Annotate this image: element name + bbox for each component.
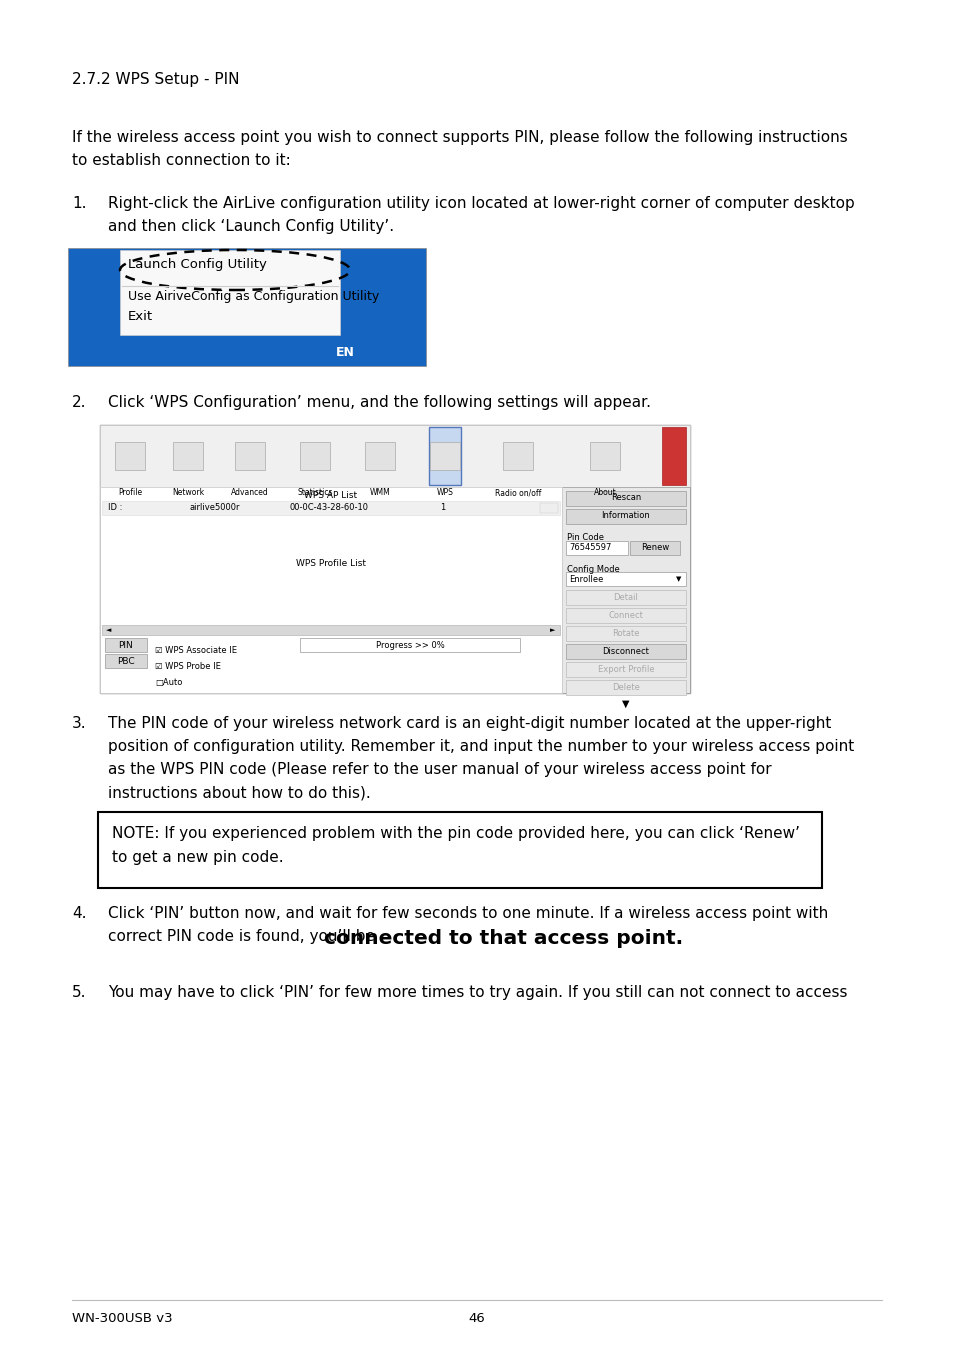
Text: Use AiriveConfig as Configuration Utility: Use AiriveConfig as Configuration Utilit… <box>128 290 379 302</box>
Text: ►: ► <box>550 626 555 633</box>
FancyBboxPatch shape <box>115 441 145 470</box>
FancyBboxPatch shape <box>539 504 558 513</box>
Text: ☑ WPS Associate IE: ☑ WPS Associate IE <box>154 645 236 655</box>
Text: ☑ WPS Probe IE: ☑ WPS Probe IE <box>154 662 221 671</box>
FancyBboxPatch shape <box>565 662 685 676</box>
FancyBboxPatch shape <box>299 639 519 652</box>
Text: Network: Network <box>172 487 204 497</box>
FancyBboxPatch shape <box>299 441 330 470</box>
Text: PBC: PBC <box>117 656 134 666</box>
FancyBboxPatch shape <box>100 425 689 487</box>
FancyBboxPatch shape <box>565 572 685 586</box>
Text: Launch Config Utility: Launch Config Utility <box>128 258 267 271</box>
Text: Information: Information <box>601 512 650 521</box>
Text: 3.: 3. <box>71 716 87 730</box>
Text: Click ‘WPS Configuration’ menu, and the following settings will appear.: Click ‘WPS Configuration’ menu, and the … <box>108 396 650 410</box>
Text: You may have to click ‘PIN’ for few more times to try again. If you still can no: You may have to click ‘PIN’ for few more… <box>108 986 846 1000</box>
Text: position of configuration utility. Remember it, and input the number to your wir: position of configuration utility. Remem… <box>108 738 853 755</box>
Text: correct PIN code is found, you’ll be: correct PIN code is found, you’ll be <box>108 929 379 944</box>
Text: connected to that access point.: connected to that access point. <box>324 929 683 948</box>
FancyBboxPatch shape <box>629 541 679 555</box>
Text: WPS Profile List: WPS Profile List <box>295 559 366 568</box>
Text: Advanced: Advanced <box>231 487 269 497</box>
Text: Enrollee: Enrollee <box>568 575 602 583</box>
FancyBboxPatch shape <box>565 541 627 555</box>
Text: NOTE: If you experienced problem with the pin code provided here, you can click : NOTE: If you experienced problem with th… <box>112 826 800 841</box>
FancyBboxPatch shape <box>565 590 685 605</box>
FancyBboxPatch shape <box>234 441 265 470</box>
Text: to get a new pin code.: to get a new pin code. <box>112 850 283 865</box>
FancyBboxPatch shape <box>565 608 685 622</box>
Text: WPS: WPS <box>436 487 453 497</box>
Text: ▼: ▼ <box>676 576 680 582</box>
Text: ▼: ▼ <box>621 699 629 709</box>
Text: 4.: 4. <box>71 906 87 921</box>
Text: Renew: Renew <box>640 544 668 552</box>
Text: Click ‘PIN’ button now, and wait for few seconds to one minute. If a wireless ac: Click ‘PIN’ button now, and wait for few… <box>108 906 827 921</box>
FancyBboxPatch shape <box>565 680 685 695</box>
FancyBboxPatch shape <box>68 248 426 366</box>
Text: Connect: Connect <box>608 610 642 620</box>
Text: Statistics: Statistics <box>297 487 333 497</box>
FancyBboxPatch shape <box>565 644 685 659</box>
FancyBboxPatch shape <box>365 441 395 470</box>
Text: WN-300USB v3: WN-300USB v3 <box>71 1312 172 1324</box>
FancyBboxPatch shape <box>565 509 685 524</box>
Text: PIN: PIN <box>118 640 133 649</box>
Text: The PIN code of your wireless network card is an eight-digit number located at t: The PIN code of your wireless network ca… <box>108 716 830 730</box>
Text: 76545597: 76545597 <box>568 544 611 552</box>
FancyBboxPatch shape <box>100 487 561 693</box>
FancyBboxPatch shape <box>98 811 821 888</box>
Text: 1: 1 <box>439 504 445 513</box>
Text: Disconnect: Disconnect <box>602 647 649 656</box>
Text: Rescan: Rescan <box>610 494 640 502</box>
FancyBboxPatch shape <box>172 441 203 470</box>
FancyBboxPatch shape <box>561 487 689 693</box>
Text: airlive5000r: airlive5000r <box>190 504 240 513</box>
Text: If the wireless access point you wish to connect supports PIN, please follow the: If the wireless access point you wish to… <box>71 130 847 144</box>
Text: ◄: ◄ <box>106 626 112 633</box>
FancyBboxPatch shape <box>105 639 147 652</box>
Text: Pin Code: Pin Code <box>566 532 603 541</box>
Text: instructions about how to do this).: instructions about how to do this). <box>108 784 371 801</box>
FancyBboxPatch shape <box>589 441 619 470</box>
Text: WPS AP List: WPS AP List <box>304 490 357 500</box>
Text: Exit: Exit <box>128 310 153 323</box>
Text: Detail: Detail <box>613 593 638 602</box>
Text: Radio on/off: Radio on/off <box>495 487 540 497</box>
Text: Rotate: Rotate <box>612 629 639 637</box>
Text: About: About <box>593 487 616 497</box>
Text: □Auto: □Auto <box>154 678 182 687</box>
FancyBboxPatch shape <box>102 501 559 514</box>
Text: 2.: 2. <box>71 396 87 410</box>
FancyBboxPatch shape <box>565 491 685 506</box>
Text: Progress >> 0%: Progress >> 0% <box>375 640 444 649</box>
Text: Export Profile: Export Profile <box>598 664 654 674</box>
Text: Config Mode: Config Mode <box>566 564 619 574</box>
Text: EN: EN <box>335 346 355 359</box>
Text: WMM: WMM <box>369 487 390 497</box>
FancyBboxPatch shape <box>102 625 559 634</box>
Text: 00-0C-43-28-60-10: 00-0C-43-28-60-10 <box>290 504 369 513</box>
Text: 2.7.2 WPS Setup - PIN: 2.7.2 WPS Setup - PIN <box>71 72 239 86</box>
FancyBboxPatch shape <box>565 626 685 641</box>
FancyBboxPatch shape <box>105 653 147 668</box>
Text: Right-click the AirLive configuration utility icon located at lower-right corner: Right-click the AirLive configuration ut… <box>108 196 854 211</box>
FancyBboxPatch shape <box>430 441 459 470</box>
FancyBboxPatch shape <box>120 250 339 335</box>
FancyBboxPatch shape <box>502 441 533 470</box>
Text: 46: 46 <box>468 1312 485 1324</box>
Text: Profile: Profile <box>118 487 142 497</box>
Text: Delete: Delete <box>612 683 639 691</box>
Text: 5.: 5. <box>71 986 87 1000</box>
FancyBboxPatch shape <box>100 425 689 693</box>
Text: as the WPS PIN code (Please refer to the user manual of your wireless access poi: as the WPS PIN code (Please refer to the… <box>108 761 771 778</box>
FancyBboxPatch shape <box>429 427 460 485</box>
FancyBboxPatch shape <box>661 427 685 485</box>
Text: and then click ‘Launch Config Utility’.: and then click ‘Launch Config Utility’. <box>108 219 394 234</box>
Text: 1.: 1. <box>71 196 87 211</box>
Text: ID :: ID : <box>108 504 122 513</box>
Text: to establish connection to it:: to establish connection to it: <box>71 153 291 167</box>
